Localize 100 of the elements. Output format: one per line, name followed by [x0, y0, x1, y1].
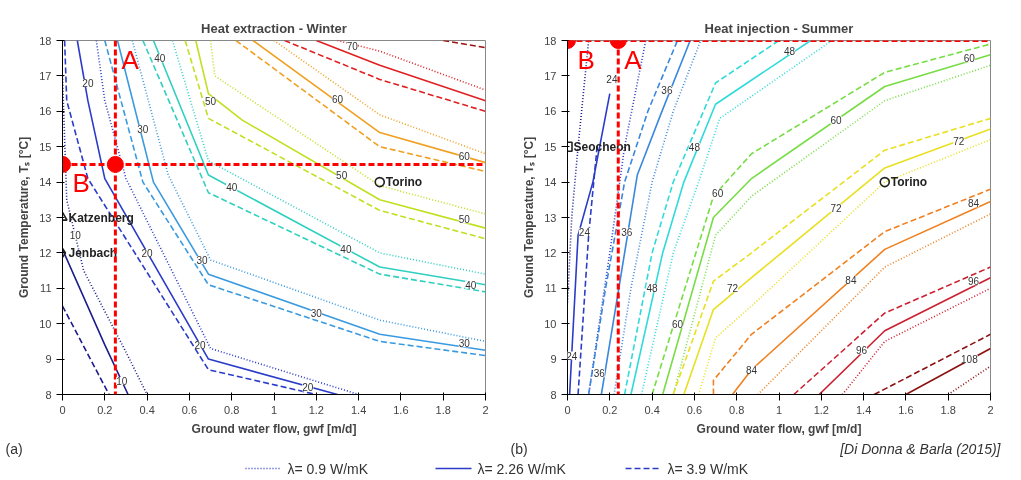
y-tick-label: 16	[39, 105, 52, 118]
x-tick-label: 1.4	[855, 403, 872, 416]
text: (a)	[5, 440, 23, 457]
annotation: 20	[302, 382, 314, 394]
y-tick-label: 12	[39, 246, 52, 259]
y-axis-title: Ground Temperature, Tₛ [°C]	[522, 136, 537, 299]
annotation: 60	[712, 187, 724, 199]
y-tick-label: 8	[550, 388, 557, 401]
y-tick-label: 15	[544, 140, 557, 153]
series-label: Torino	[385, 175, 423, 190]
annotation: 96	[855, 345, 868, 357]
x-tick-label: 0.4	[139, 403, 155, 416]
y-tick-label: 18	[544, 34, 557, 47]
annotation: 36	[621, 226, 633, 238]
chart-title: Heat injection - Summer	[704, 20, 854, 36]
y-tick-label: 8	[45, 388, 52, 401]
annotation: 10	[116, 376, 128, 388]
y-tick-label: 9	[45, 353, 52, 366]
annotation: 40	[465, 279, 477, 291]
x-tick-label: 1.8	[435, 403, 451, 416]
x-tick-label: 0.6	[181, 403, 198, 416]
x-tick-label: 1.6	[393, 403, 409, 416]
y-tick-label: 13	[39, 211, 52, 224]
x-axis-title: Ground water flow, gwf [m/d]	[696, 421, 862, 436]
annotation: 60	[963, 53, 976, 65]
annotation: 50	[336, 170, 348, 182]
annotation: 40	[154, 53, 166, 65]
annotation: 84	[845, 274, 857, 286]
annotation: 40	[340, 244, 352, 256]
x-tick-label: 0	[564, 403, 571, 416]
annotation: 36	[661, 85, 673, 97]
annotation: 60	[830, 115, 843, 127]
annotation: 20	[141, 247, 154, 259]
annotation: 36	[593, 368, 606, 380]
x-tick-label: 1.2	[813, 403, 829, 416]
y-tick-label: 11	[40, 282, 52, 295]
annotation: 50	[204, 95, 217, 107]
y-axis-title: Ground Temperature, Tₛ [°C]	[17, 136, 32, 299]
x-tick-label: 1.8	[940, 403, 956, 416]
y-tick-label: 10	[544, 317, 557, 330]
annotation: 60	[458, 150, 471, 162]
y-tick-label: 13	[544, 211, 557, 224]
x-tick-label: 0.2	[97, 403, 113, 416]
y-tick-label: 14	[39, 176, 52, 189]
legend-label: λ= 3.9 W/mK	[667, 460, 749, 477]
x-tick-label: 2	[482, 403, 489, 416]
x-tick-label: 1	[270, 403, 278, 416]
annotation: 30	[458, 338, 471, 350]
annotation: 48	[784, 46, 796, 58]
x-tick-label: 2	[987, 403, 994, 416]
annotation: 72	[726, 283, 739, 295]
x-tick-label: 0	[59, 403, 66, 416]
x-tick-label: 1.6	[898, 403, 914, 416]
annotation: 72	[953, 135, 965, 147]
annotation: 72	[830, 202, 843, 214]
annotation: 96	[968, 276, 980, 288]
legend-label: λ= 2.26 W/mK	[477, 460, 567, 477]
annotation: 40	[226, 182, 238, 194]
annotation: 24	[578, 226, 591, 238]
x-tick-label: 0.2	[602, 403, 618, 416]
x-tick-label: 0.6	[686, 403, 703, 416]
x-tick-label: 0.8	[224, 403, 240, 416]
y-tick-label: 11	[545, 282, 557, 295]
annotation: 48	[646, 283, 659, 295]
annotation: 30	[310, 308, 323, 320]
x-tick-label: 1.2	[308, 403, 324, 416]
annotation: 60	[331, 93, 344, 105]
y-tick-label: 10	[39, 317, 52, 330]
x-axis-title: Ground water flow, gwf [m/d]	[191, 421, 357, 436]
annotation: 48	[688, 141, 701, 153]
annotation: 30	[137, 124, 149, 135]
y-tick-label: 16	[544, 105, 557, 118]
x-tick-label: 0.8	[729, 403, 745, 416]
annotation: 84	[968, 198, 980, 210]
y-tick-label: 15	[39, 140, 52, 153]
text: [Di Donna & Barla (2015)]	[840, 440, 1001, 457]
x-tick-label: 1.4	[350, 403, 367, 416]
legend-label: λ= 0.9 W/mK	[287, 460, 369, 477]
annotation: 108	[961, 354, 979, 366]
ref-line-label: B	[577, 44, 595, 75]
ref-line-label: A	[624, 44, 643, 75]
annotation: 30	[196, 254, 209, 266]
series-label: Jenbach	[68, 245, 118, 260]
y-tick-label: 9	[550, 353, 557, 366]
annotation: 24	[606, 74, 618, 86]
y-tick-label: 18	[39, 34, 52, 47]
annotation: 50	[458, 214, 471, 226]
annotation: 10	[69, 230, 82, 242]
y-tick-label: 17	[544, 69, 557, 82]
annotation: 60	[671, 318, 684, 330]
x-tick-label: 1	[775, 403, 783, 416]
ref-line-label: B	[72, 168, 90, 199]
x-tick-label: 0.4	[644, 403, 660, 416]
y-tick-label: 12	[544, 246, 557, 259]
y-tick-label: 14	[544, 176, 557, 189]
series-label: Torino	[890, 175, 928, 190]
annotation: 70	[346, 40, 359, 52]
text: (b)	[510, 440, 528, 457]
chart-title: Heat extraction - Winter	[201, 20, 347, 36]
annotation: 20	[82, 77, 94, 89]
